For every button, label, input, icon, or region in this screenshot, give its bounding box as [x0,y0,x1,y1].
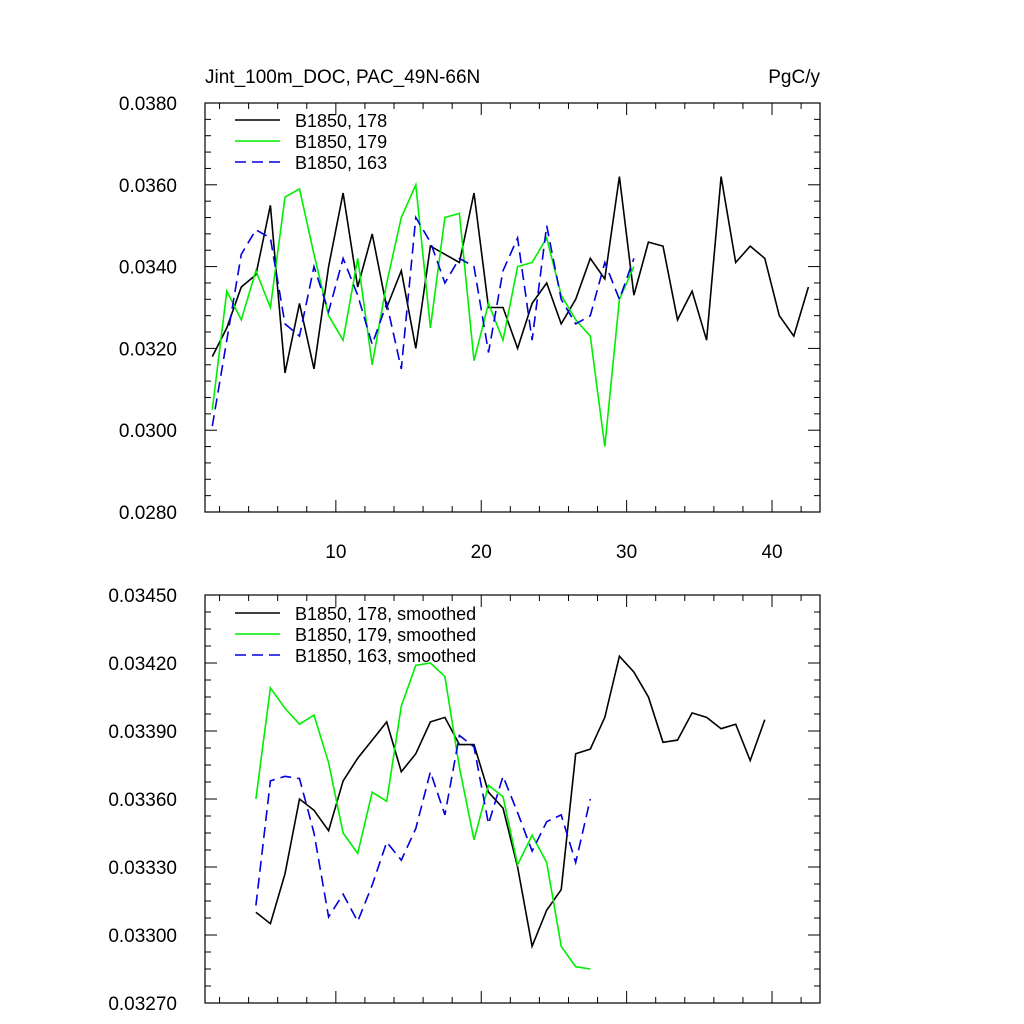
bottom-panel: 0.03270 0.03300 0.03330 0.03360 0.03390 0.034… [108,586,821,1015]
series-line-0 [211,176,810,374]
top-panel-title-right: PgC/y [768,67,820,88]
y-tick-label: 0.0300 [119,421,177,442]
series-line-1 [211,181,635,447]
y-tick-label: 0.0380 [119,94,177,115]
top-panel-title-left: Jint_100m_DOC, PAC_49N-66N [205,67,480,88]
y-tick-label: 0.0280 [119,503,177,524]
x-tick-label: 30 [616,542,637,563]
y-tick-label: 0.03450 [108,586,177,607]
y-tick-label: 0.03300 [108,926,177,947]
series-line-0 [255,654,766,950]
top-panel-series [211,176,810,447]
legend-label-0: B1850, 178, smoothed [295,604,476,624]
y-tick-label: 0.03390 [108,722,177,743]
y-tick-label: 0.03270 [108,994,177,1015]
x-tick-label: 20 [471,542,492,563]
legend-label-2: B1850, 163 [295,153,387,173]
y-tick-label: 0.03360 [108,790,177,811]
top-panel-frame [204,102,821,513]
series-line-2 [211,214,635,427]
legend-label-0: B1850, 178 [295,111,387,131]
x-tick-label: 40 [761,542,782,563]
y-tick-label: 0.0340 [119,258,177,279]
bottom-panel-series [255,654,766,970]
top-panel: Jint_100m_DOC, PAC_49N-66N PgC/y 0.02800… [119,67,821,563]
y-tick-label: 0.03420 [108,654,177,675]
series-line-1 [255,662,591,970]
y-tick-label: 0.0320 [119,339,177,360]
legend-label-1: B1850, 179 [295,132,387,152]
legend-label-2: B1850, 163, smoothed [295,646,476,666]
top-panel-ticks: 0.0280 0.0300 0.0320 0.0340 0.0360 0.0380 10 20… [119,94,820,563]
legend-label-1: B1850, 179, smoothed [295,625,476,645]
x-tick-label: 10 [325,542,346,563]
y-tick-label: 0.03330 [108,858,177,879]
bottom-panel-frame [204,594,821,1004]
bottom-panel-ticks: 0.03270 0.03300 0.03330 0.03360 0.03390 0.034… [108,586,820,1015]
y-tick-label: 0.0360 [119,176,177,197]
